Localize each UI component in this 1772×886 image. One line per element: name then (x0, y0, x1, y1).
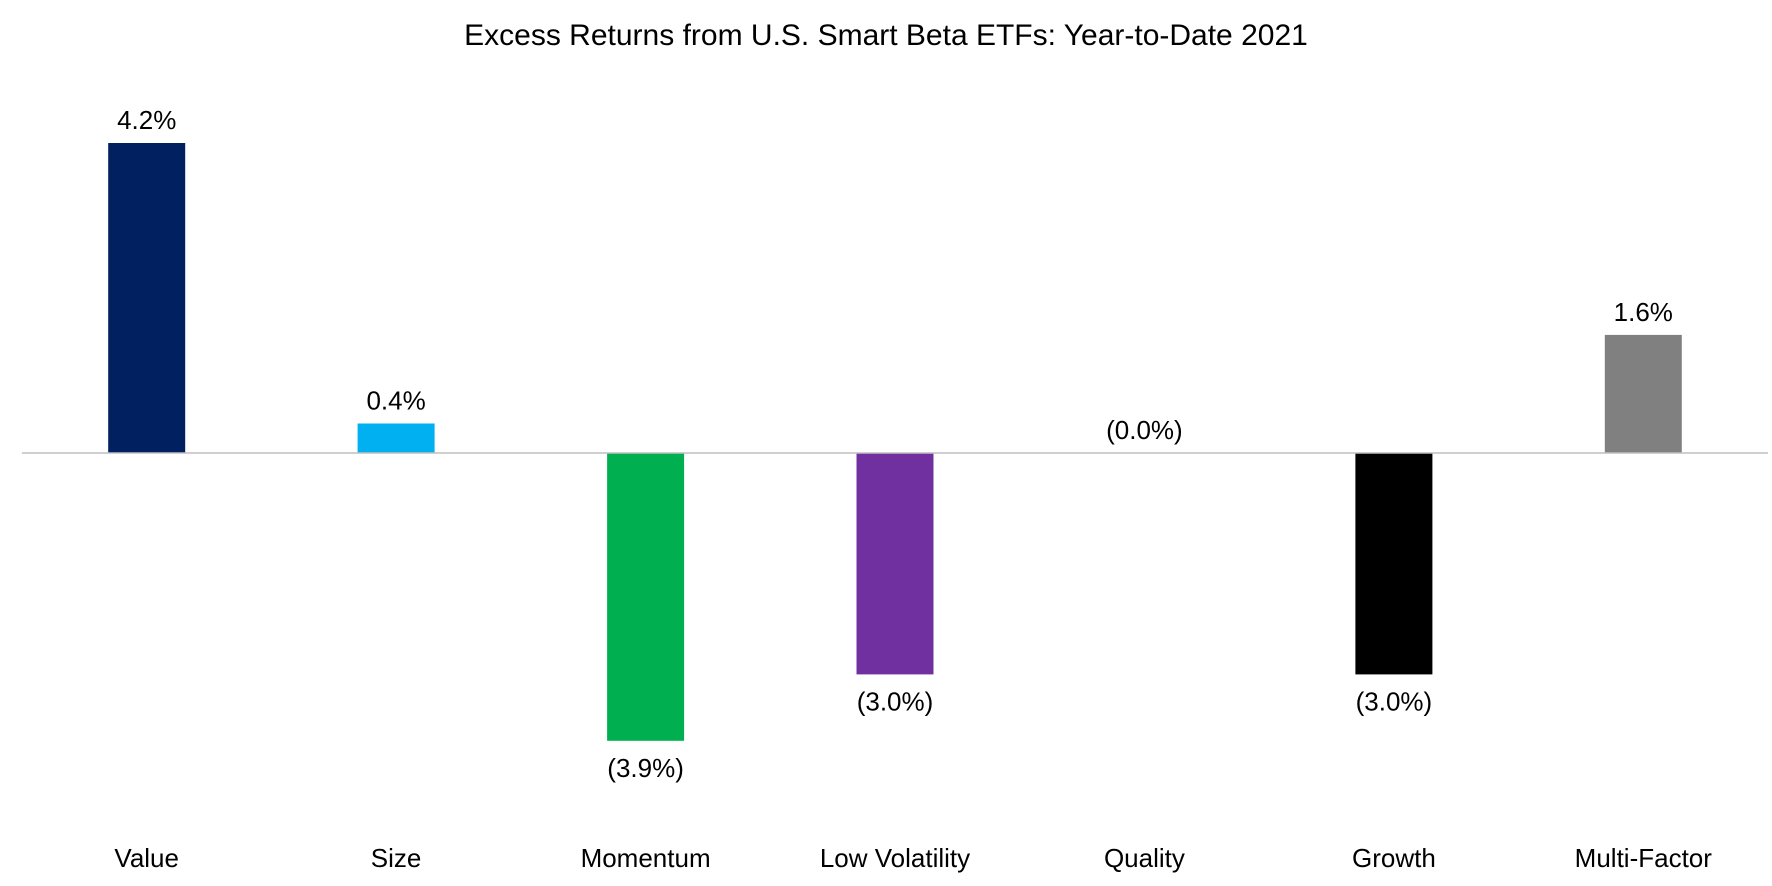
category-label-multi-factor: Multi-Factor (1575, 843, 1713, 873)
chart-title: Excess Returns from U.S. Smart Beta ETFs… (464, 19, 1308, 52)
data-label-growth: (3.0%) (1356, 686, 1433, 716)
bar-growth (1355, 453, 1433, 675)
category-label-quality: Quality (1104, 843, 1185, 873)
data-label-low-volatility: (3.0%) (857, 686, 934, 716)
bar-momentum (607, 453, 685, 741)
category-label-size: Size (371, 843, 422, 873)
category-label-growth: Growth (1352, 843, 1436, 873)
bars-group (108, 143, 1682, 741)
data-labels-group: 4.2% 0.4% (3.9%) (3.0%) (0.0%) (3.0%) 1.6% (117, 105, 1673, 783)
category-labels-group: Value Size Momentum Low Volatility Quality Gr… (114, 843, 1712, 873)
data-label-multi-factor: 1.6% (1614, 297, 1673, 327)
bar-multi-factor (1604, 334, 1682, 453)
data-label-size: 0.4% (366, 386, 425, 416)
category-label-momentum: Momentum (581, 843, 711, 873)
data-label-momentum: (3.9%) (607, 753, 684, 783)
bar-size (357, 423, 435, 453)
data-label-value: 4.2% (117, 105, 176, 135)
bar-value (108, 143, 186, 453)
data-label-quality: (0.0%) (1106, 415, 1183, 445)
category-label-value: Value (114, 843, 179, 873)
category-label-low-volatility: Low Volatility (820, 843, 970, 873)
bar-low-volatility (856, 453, 934, 675)
